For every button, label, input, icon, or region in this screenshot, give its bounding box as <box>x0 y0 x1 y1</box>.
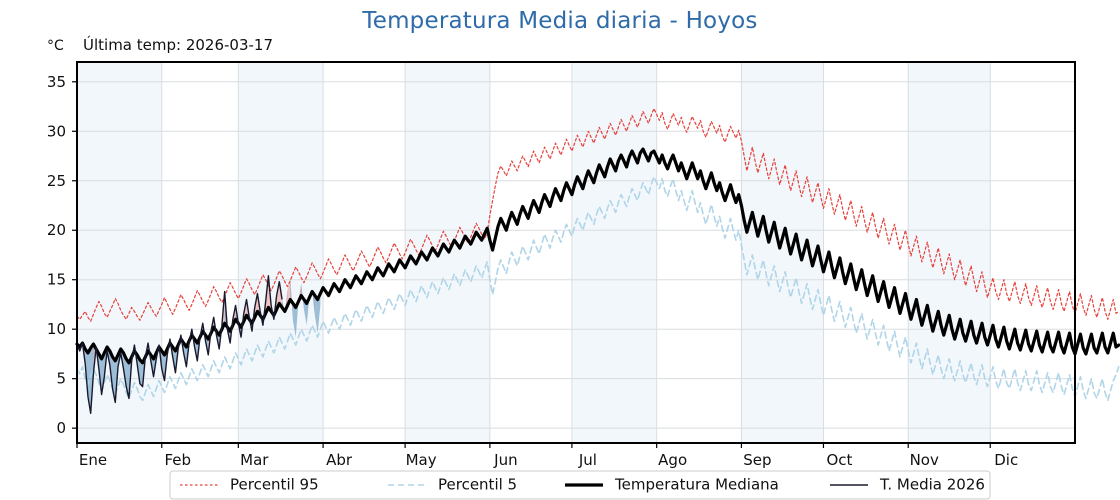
x-tick-label: Abr <box>326 451 353 469</box>
x-tick-label: Oct <box>826 451 852 469</box>
chart-series-lines <box>75 107 1120 415</box>
y-tick-label: 15 <box>47 271 66 289</box>
x-tick-label: Feb <box>164 451 191 469</box>
x-tick-label: Sep <box>743 451 771 469</box>
x-tick-label: May <box>406 451 437 469</box>
y-tick-label: 5 <box>56 370 66 388</box>
x-tick-label: Dic <box>994 451 1018 469</box>
y-tick-label: 20 <box>47 221 66 239</box>
x-tick-label: Nov <box>910 451 939 469</box>
y-tick-label: 30 <box>47 122 66 140</box>
chart-legend: Percentil 95 Percentil 5 Temperatura Media… <box>169 470 991 500</box>
y-axis-unit-label: °C <box>47 38 64 54</box>
x-tick-label: Mar <box>240 451 269 469</box>
page-title: Temperatura Media diaria - Hoyos <box>362 8 758 34</box>
x-tick-label: Ene <box>79 451 107 469</box>
y-tick-label: 10 <box>47 320 66 338</box>
y-axis-ticks: 0 5 10 15 20 25 30 35 <box>47 73 77 437</box>
y-tick-label: 35 <box>47 73 66 91</box>
chart-gridlines <box>77 62 1075 443</box>
last-temp-label: Última temp: 2026-03-17 <box>83 36 274 54</box>
y-tick-label: 0 <box>56 419 66 437</box>
month-background-bands <box>77 62 1075 443</box>
x-axis-ticks: Ene Feb Mar Abr May Jun Jul Ago Sep Oct Nov Dic <box>76 443 1018 469</box>
plot-area-border <box>76 61 1076 444</box>
legend-label: Percentil 5 <box>438 476 517 494</box>
x-tick-label: Ago <box>658 451 687 469</box>
x-tick-label: Jun <box>493 451 517 469</box>
legend-label: Temperatura Mediana <box>614 476 779 494</box>
legend-label: Percentil 95 <box>230 476 319 494</box>
y-tick-label: 25 <box>47 172 66 190</box>
x-tick-label: Jul <box>578 451 597 469</box>
legend-label: T. Media 2026 <box>879 476 985 494</box>
